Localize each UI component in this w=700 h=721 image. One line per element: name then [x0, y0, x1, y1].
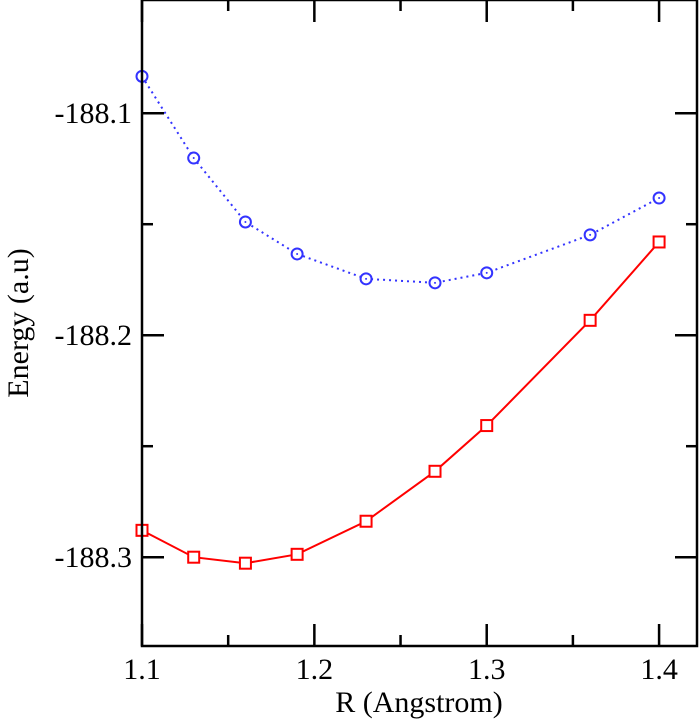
x-tick-label: 1.2	[296, 653, 334, 686]
data-point-square	[428, 464, 442, 478]
data-point-center	[658, 197, 661, 200]
x-tick-label: 1.1	[123, 653, 161, 686]
data-point-center	[485, 271, 488, 274]
data-point-center	[365, 277, 368, 280]
x-tick-label: 1.3	[468, 653, 506, 686]
data-point-center	[589, 233, 592, 236]
data-point-square	[652, 235, 666, 249]
y-tick-label: -188.3	[55, 541, 133, 574]
data-point-square	[238, 556, 252, 570]
x-tick-label: 1.4	[640, 653, 678, 686]
data-point-center	[296, 252, 299, 255]
data-point-square	[480, 419, 494, 433]
data-point-center	[244, 220, 247, 223]
y-tick-label: -188.1	[55, 97, 133, 130]
data-point-center	[192, 157, 195, 160]
plot-frame	[140, 0, 699, 648]
series-line-1	[141, 241, 660, 565]
data-point-center	[434, 281, 437, 284]
data-point-square	[187, 550, 201, 564]
series-line-0	[141, 75, 660, 284]
x-axis-label: R (Angstrom)	[335, 686, 503, 719]
y-tick-label: -188.2	[55, 319, 133, 352]
y-axis-label: Energy (a.u)	[2, 248, 35, 397]
data-point-square	[290, 547, 304, 561]
data-point-square	[583, 313, 597, 327]
data-point-square	[359, 514, 373, 528]
